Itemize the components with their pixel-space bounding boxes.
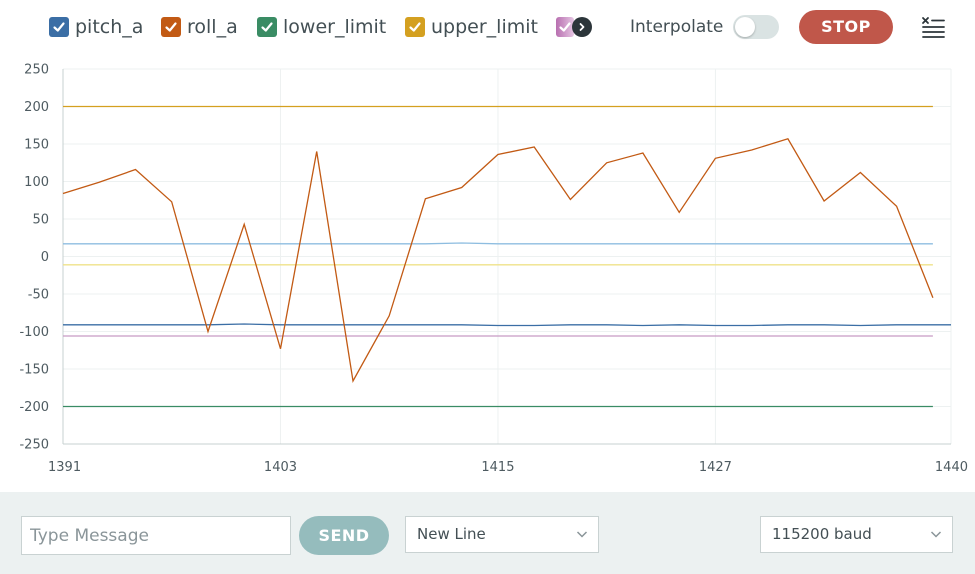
interpolate-label: Interpolate	[630, 17, 724, 37]
baud-rate-select[interactable]: 115200 baud	[760, 516, 953, 553]
y-tick-label: 50	[32, 213, 49, 228]
line-ending-value: New Line	[417, 525, 486, 543]
y-tick-label: 250	[24, 63, 49, 78]
y-tick-label: 100	[24, 175, 49, 190]
serial-plotter-chart: 250 200 150 100 50 0 -50 -100 -150 -200 -250 1391 14…	[19, 63, 968, 476]
x-tick-label: 1440	[935, 460, 968, 475]
y-tick-label: -150	[19, 363, 49, 378]
legend-checkbox-pitch-a[interactable]	[49, 17, 69, 37]
legend-item-upper-limit[interactable]: upper_limit	[405, 16, 538, 38]
legend-label-upper-limit: upper_limit	[431, 16, 538, 38]
legend-checkbox-roll-a[interactable]	[161, 17, 181, 37]
toggle-knob	[735, 17, 755, 37]
baud-rate-value: 115200 baud	[772, 525, 872, 543]
chevron-right-icon	[579, 23, 585, 31]
chart-series	[62, 105, 951, 408]
legend-label-lower-limit: lower_limit	[283, 16, 387, 38]
check-icon	[53, 22, 65, 32]
y-tick-label: 200	[24, 100, 49, 115]
legend-item-roll-a[interactable]: roll_a	[161, 16, 238, 38]
chart-grid	[62, 68, 952, 445]
legend-checkbox-upper-limit[interactable]	[405, 17, 425, 37]
y-tick-label: -100	[19, 325, 49, 340]
clear-output-button[interactable]	[921, 16, 945, 38]
y-tick-label: 0	[41, 250, 49, 265]
check-icon	[261, 22, 273, 32]
send-button[interactable]: SEND	[299, 516, 389, 555]
check-icon	[165, 22, 177, 32]
series-line-roll-a	[62, 138, 934, 383]
bottom-bar: SEND New Line 115200 baud	[0, 492, 975, 574]
legend-item-lower-limit[interactable]: lower_limit	[257, 16, 386, 38]
chevron-down-icon	[930, 531, 942, 538]
x-tick-label: 1427	[699, 460, 732, 475]
y-tick-label: 150	[24, 138, 49, 153]
series-line-pitch-a	[63, 323, 951, 327]
y-tick-label: -200	[19, 400, 49, 415]
legend-checkbox-partial[interactable]	[556, 17, 574, 37]
chart-axes: 250 200 150 100 50 0 -50 -100 -150 -200 -250 1391 14…	[19, 63, 968, 476]
legend-label-pitch-a: pitch_a	[75, 16, 144, 38]
line-ending-select[interactable]: New Line	[405, 516, 599, 553]
legend-item-pitch-a[interactable]: pitch_a	[49, 16, 143, 38]
legend-item-partial[interactable]	[556, 16, 574, 38]
series-line-4	[63, 242, 933, 245]
y-tick-label: -50	[28, 288, 49, 303]
x-tick-label: 1403	[264, 460, 297, 475]
clear-list-icon	[922, 17, 945, 38]
legend-label-roll-a: roll_a	[187, 16, 238, 38]
legend-checkbox-lower-limit[interactable]	[257, 17, 277, 37]
check-icon	[559, 22, 571, 32]
more-legend-button[interactable]	[572, 17, 592, 37]
check-icon	[409, 22, 421, 32]
message-input[interactable]	[21, 516, 291, 555]
y-tick-label: -250	[19, 438, 49, 453]
x-tick-label: 1415	[481, 460, 514, 475]
interpolate-toggle[interactable]	[733, 15, 779, 39]
plotter-toolbar: pitch_a roll_a lower_limit upper_limit I…	[0, 0, 975, 56]
chevron-down-icon	[576, 531, 588, 538]
x-tick-label: 1391	[48, 460, 81, 475]
stop-button[interactable]: STOP	[799, 10, 893, 44]
